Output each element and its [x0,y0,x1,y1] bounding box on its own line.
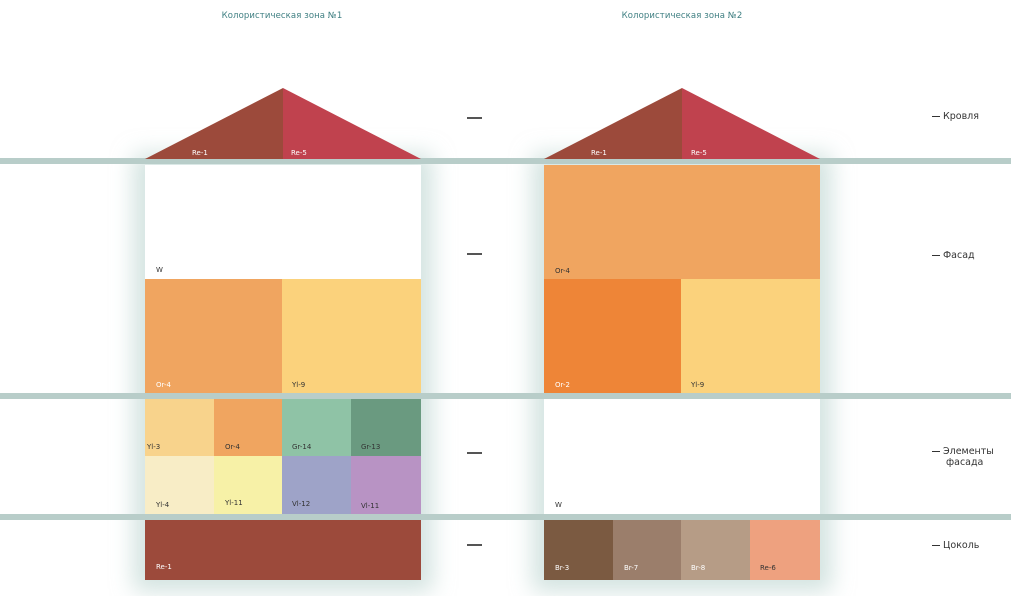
zone-2-title: Колористическая зона №2 [621,11,743,21]
divider-roof [0,158,1011,164]
plinth-swatch: Br-3 [544,520,613,580]
element-swatch: Yl-11 [214,456,282,514]
element-code: Or-4 [225,443,240,451]
element-code: W [555,501,562,509]
plinth-code: Br-7 [624,564,639,572]
element-code: Yl-4 [156,501,170,509]
zone-1-title: Колористическая зона №1 [221,11,343,21]
facade-code: Yl-9 [292,381,306,389]
facade-swatch: Yl-9 [681,279,820,393]
roof-swatch-left [145,88,283,159]
facade-swatch: Or-4 [544,165,820,279]
roof-swatch-right [682,88,820,159]
facade-code: Or-4 [156,381,171,389]
plinth-swatch: Br-7 [613,520,681,580]
dash-roof [467,117,482,119]
label-facade: Фасад [932,250,975,261]
roof-code-left: Re-1 [192,149,208,157]
facade-swatch: Yl-9 [282,279,421,393]
element-code: Yl-3 [147,443,161,451]
plinth-swatch: Br-8 [681,520,750,580]
element-code: Gr-14 [292,443,312,451]
roof-swatch-right [283,88,421,159]
roof-swatch-left [544,88,682,159]
facade-code: Yl-9 [691,381,705,389]
facade-swatch: Or-2 [544,279,681,393]
element-swatch: Gr-13 [351,399,421,456]
element-swatch: Or-4 [214,399,282,456]
label-facade-elements: Элементы фасада [932,446,994,468]
roof-code-left: Re-1 [591,149,607,157]
roof-code-right: Re-5 [291,149,307,157]
element-code: Yl-11 [225,499,243,507]
house-1-roof [145,88,421,159]
facade-code: W [156,266,163,274]
element-swatch: Yl-4 [145,456,214,514]
plinth-swatch: Re-1 [145,520,421,580]
plinth-code: Br-8 [691,564,706,572]
label-roof: Кровля [932,111,979,122]
dash-facade [467,253,482,255]
dash-elements [467,452,482,454]
element-swatch: Vl-12 [282,456,351,514]
plinth-swatch: Re-6 [750,520,820,580]
label-plinth: Цоколь [932,540,979,551]
element-code: Vl-11 [361,502,380,510]
divider-facade [0,393,1011,399]
plinth-code: Br-3 [555,564,570,572]
facade-swatch: Or-4 [145,279,282,393]
facade-code: Or-4 [555,267,570,275]
element-swatch: Gr-14 [282,399,351,456]
element-code: Vl-12 [292,500,311,508]
element-swatch: Yl-3 [145,399,214,456]
roof-code-right: Re-5 [691,149,707,157]
divider-elements [0,514,1011,520]
element-code: Gr-13 [361,443,381,451]
element-swatch: Vl-11 [351,456,421,514]
facade-swatch-white: W [145,165,421,279]
dash-plinth [467,544,482,546]
element-swatch-white: W [544,399,820,514]
house-2-roof [544,88,820,159]
plinth-code: Re-6 [760,564,776,572]
plinth-code: Re-1 [156,563,172,571]
facade-code: Or-2 [555,381,570,389]
